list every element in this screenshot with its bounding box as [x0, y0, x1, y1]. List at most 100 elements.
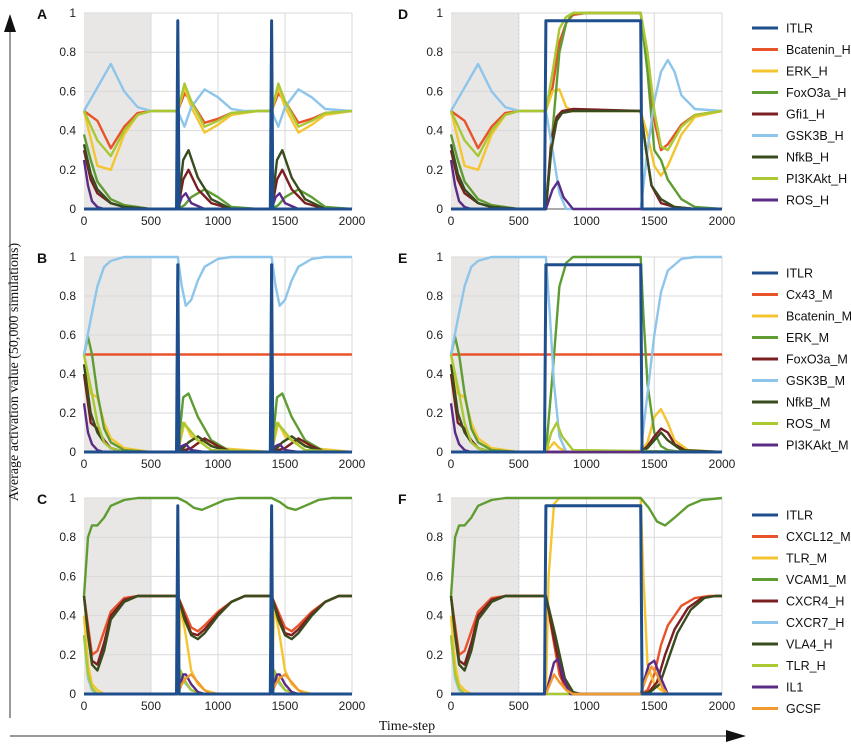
series-line-vcam1-m [82, 496, 352, 597]
panel-F: 0 0.2 0.4 0.6 0.8 1 0 500 1000 1500 2000 F [398, 491, 736, 713]
series-line-vla4-h [82, 594, 352, 672]
x-tick-label: 0 [448, 699, 455, 713]
legend-label: FoxO3a_H [786, 86, 846, 100]
x-tick-label: 500 [141, 214, 161, 228]
y-tick-label: 0.6 [426, 328, 443, 342]
x-axis-arrow [10, 730, 746, 742]
y-tick-label: 0.6 [59, 84, 76, 98]
legend-label: CXCR4_H [786, 595, 844, 609]
x-tick-label: 1000 [205, 457, 232, 471]
legend-label: Bcatenin_M [786, 310, 851, 324]
series-line-itlr [84, 504, 352, 696]
y-tick-label: 0.4 [426, 609, 443, 623]
x-tick-label: 0 [448, 214, 455, 228]
x-tick-label: 2000 [339, 214, 366, 228]
series-line-tlr-h [449, 635, 722, 696]
panel-letter: B [37, 250, 47, 266]
series-line-itlr [451, 504, 722, 696]
y-tick-label: 0.2 [59, 163, 76, 177]
series-line-gcsf [451, 665, 722, 696]
legend-label: TLR_H [786, 659, 826, 673]
y-tick-label: 1 [436, 250, 443, 264]
panel-letter: A [37, 6, 47, 22]
y-tick-label: 0 [436, 687, 443, 701]
y-tick-label: 0.4 [426, 124, 443, 138]
legend-label: ROS_H [786, 194, 829, 208]
y-tick-label: 0 [436, 202, 443, 216]
x-tick-label: 500 [509, 457, 529, 471]
x-tick-label: 2000 [709, 214, 736, 228]
panel-D: 0 0.2 0.4 0.6 0.8 1 0 500 1000 1500 2000 D [398, 6, 736, 228]
y-tick-label: 0.2 [59, 648, 76, 662]
x-tick-label: 0 [81, 699, 88, 713]
y-tick-label: 0 [69, 202, 76, 216]
legend-label: GSK3B_H [786, 129, 844, 143]
series-line-tlr-h [82, 635, 352, 696]
series-line-erk-h [449, 88, 723, 177]
panel-letter: E [398, 250, 407, 266]
panel-letter: C [37, 491, 47, 507]
series-line-bcatenin-h [83, 92, 353, 150]
series-line-cxcr4-h [449, 594, 722, 696]
series-line-gsk3b-h [449, 58, 723, 211]
panels-layer: 00.20.40.60.810 500 1000 1500 2000A00.20.40.… [37, 6, 736, 713]
legend-C: ITLR CXCL12_M TLR_M VCAM1_M CXCR4_H CXCR7_H VL… [752, 509, 851, 716]
x-tick-label: 500 [509, 214, 529, 228]
y-tick-label: 1 [436, 6, 443, 20]
legend-label: CXCR7_H [786, 616, 844, 630]
y-tick-label: 0 [436, 445, 443, 459]
y-tick-label: 1 [69, 250, 76, 264]
legend-label: ITLR [786, 267, 813, 281]
legend-label: Bcatenin_H [786, 43, 851, 57]
x-tick-label: 1000 [205, 214, 232, 228]
x-tick-label: 0 [81, 457, 88, 471]
x-tick-label: 2000 [709, 457, 736, 471]
x-tick-label: 1000 [573, 457, 600, 471]
legend-label: Gfi1_H [786, 108, 825, 122]
legend-label: PI3KAkt_H [786, 172, 847, 186]
series-line-pi3kakt-h [82, 82, 353, 158]
legend-label: GSK3B_M [786, 374, 845, 388]
x-tick-label: 1500 [641, 457, 668, 471]
legend-A: ITLR Bcatenin_H ERK_H FoxO3a_H Gfi1_H GSK3B_H… [752, 22, 851, 208]
y-tick-label: 0.8 [59, 289, 76, 303]
legend-label: Cx43_M [786, 288, 833, 302]
series-line-pi3kakt-h [449, 11, 723, 158]
y-tick-label: 0.6 [59, 328, 76, 342]
y-tick-label: 0.6 [426, 84, 443, 98]
legend-label: GCSF [786, 702, 821, 716]
legend-label: TLR_M [786, 552, 827, 566]
series-line-ros-h [82, 159, 352, 211]
y-tick-label: 0.6 [426, 569, 443, 583]
legend-label: ROS_M [786, 417, 830, 431]
y-tick-label: 0.8 [59, 530, 76, 544]
series-line-ros-m [82, 354, 353, 454]
x-tick-label: 1000 [573, 214, 600, 228]
series-line-vcam1-m [449, 496, 723, 597]
x-axis-label: Time-step [379, 719, 435, 734]
series-line-itlr [84, 263, 352, 454]
series-line-foxo3a-h [449, 11, 723, 211]
series-line-cxcl12-m [82, 594, 352, 656]
y-tick-label: 1 [436, 491, 443, 505]
series-line-cxcr4-h [82, 594, 352, 666]
x-tick-label: 1500 [272, 699, 299, 713]
series-line-itlr [451, 19, 722, 211]
series-line-nfkb-h [82, 144, 352, 211]
legend-label: IL1 [786, 681, 803, 695]
x-tick-label: 2000 [339, 699, 366, 713]
panel-letter: D [398, 6, 408, 22]
series-line-erk-h [82, 86, 353, 171]
y-tick-label: 0.4 [59, 124, 76, 138]
y-tick-label: 1 [69, 6, 76, 20]
x-tick-label: 0 [81, 214, 88, 228]
legend-label: ERK_M [786, 331, 829, 345]
legend-label: ITLR [786, 509, 813, 523]
series-line-nfkb-h [449, 109, 722, 211]
legends-layer: ITLR Bcatenin_H ERK_H FoxO3a_H Gfi1_H GSK3B_H… [752, 22, 851, 716]
x-tick-label: 500 [141, 457, 161, 471]
legend-label: ERK_H [786, 65, 828, 79]
series-line-itlr [84, 19, 352, 211]
panel-A: 0 0.2 0.4 0.6 0.8 1 0 500 1000 1500 2000 A [37, 6, 366, 228]
